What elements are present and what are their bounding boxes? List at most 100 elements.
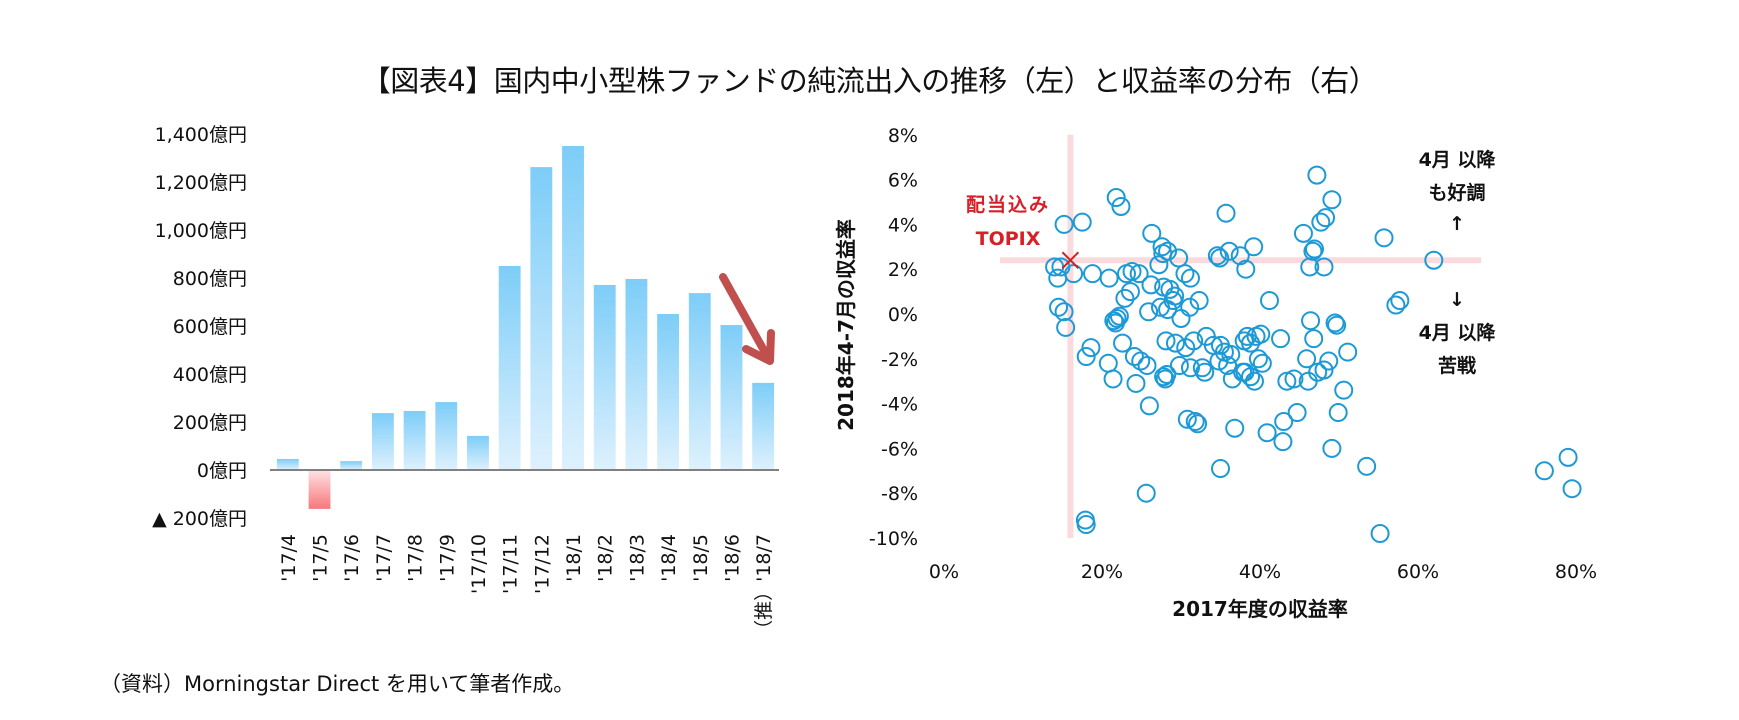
scatter-y-tick-label: 6% <box>888 170 918 192</box>
scatter-point <box>1124 347 1144 367</box>
scatter-point <box>1248 349 1268 369</box>
bar-y-tick-label: 0億円 <box>197 460 247 482</box>
scatter-y-tick-label: 2% <box>888 259 918 281</box>
scatter-point <box>1225 418 1245 438</box>
scatter-point <box>1106 188 1126 208</box>
bar-y-tick-label: 400億円 <box>173 364 247 386</box>
bar-'18/4 <box>657 314 680 470</box>
scatter-point <box>1357 456 1377 476</box>
topix-reference-lines <box>1000 134 1482 538</box>
scatter-point <box>1327 315 1347 335</box>
bar-y-tick-label: 200億円 <box>173 412 247 434</box>
topix-label-line1: 配当込み <box>966 193 1050 216</box>
topix-cross-icon <box>1061 251 1080 269</box>
scatter-x-tick-label: 60% <box>1397 561 1439 583</box>
source-note: （資料）Morningstar Direct を用いて筆者作成。 <box>100 672 575 696</box>
scatter-y-axis-ticks: 8% 6% 4% 2% 0% -2% -4% -6% -8% -10% <box>869 125 918 550</box>
bar-x-tick-label: '17/4 <box>278 534 300 582</box>
scatter-point <box>1301 311 1321 331</box>
scatter-point <box>1136 483 1156 503</box>
scatter-y-tick-label: -10% <box>869 528 918 550</box>
bar-y-tick-label: ▲ 200億円 <box>152 508 247 530</box>
scatter-point <box>1103 369 1123 389</box>
topix-label-line2: TOPIX <box>976 228 1041 250</box>
scatter-point <box>1311 212 1331 232</box>
bar-'17/6 <box>340 461 363 470</box>
scatter-point <box>1104 311 1124 331</box>
scatter-point <box>1081 338 1101 358</box>
scatter-x-tick-label: 0% <box>929 561 959 583</box>
scatter-y-tick-label: -4% <box>881 394 918 416</box>
scatter-point <box>1209 351 1229 371</box>
annotation-lower-line2: 苦戦 <box>1438 354 1476 377</box>
scatter-point <box>1338 342 1358 362</box>
scatter-points <box>1045 165 1582 544</box>
scatter-point <box>1064 264 1084 284</box>
scatter-point <box>1293 223 1313 243</box>
scatter-point <box>1111 196 1131 216</box>
scatter-point <box>1113 333 1133 353</box>
scatter-point <box>1284 369 1304 389</box>
bar-'17/9 <box>435 402 458 470</box>
scatter-point <box>1304 329 1324 349</box>
bar-y-tick-label: 1,000億円 <box>155 220 247 242</box>
scatter-point <box>1271 329 1291 349</box>
bar-x-tick-label: '17/7 <box>373 534 395 582</box>
scatter-y-tick-label: 8% <box>888 125 918 147</box>
scatter-point <box>1259 291 1279 311</box>
bar-x-tick-label: '17/11 <box>500 534 522 594</box>
bar-x-axis-ticks: '17/4 '17/5 '17/6 '17/7 '17/8 '17/9 '17/10 '17/… <box>278 534 775 639</box>
scatter-point <box>1188 414 1208 434</box>
scatter-point <box>1370 524 1390 544</box>
scatter-point <box>1251 324 1271 344</box>
bar-'18/2 <box>593 284 616 470</box>
scatter-point <box>1184 331 1204 351</box>
bar-x-tick-label: '18/1 <box>563 534 585 582</box>
scatter-point <box>1374 228 1394 248</box>
scatter-point <box>1325 313 1345 333</box>
bar-y-tick-label: 600億円 <box>173 316 247 338</box>
scatter-point <box>1180 268 1200 288</box>
scatter-point <box>1083 264 1103 284</box>
scatter-point <box>1562 479 1582 499</box>
scatter-point <box>1314 360 1334 380</box>
bar-y-tick-label: 1,200億円 <box>155 172 247 194</box>
chart-title: 【図表4】国内中小型株ファンドの純流出入の推移（左）と収益率の分布（右） <box>361 64 1378 98</box>
scatter-point <box>1099 268 1119 288</box>
bar-'17/5 <box>308 470 331 509</box>
scatter-point <box>1185 412 1205 432</box>
scatter-point <box>1390 291 1410 311</box>
scatter-point <box>1287 403 1307 423</box>
scatter-point <box>1115 288 1135 308</box>
scatter-x-tick-label: 40% <box>1239 561 1281 583</box>
scatter-point <box>1072 212 1092 232</box>
scatter-point <box>1156 331 1176 351</box>
scatter-point <box>1534 461 1554 481</box>
bar-x-tick-label: （推）'18/7 <box>753 534 775 639</box>
scatter-point <box>1222 369 1242 389</box>
scatter-point <box>1098 353 1118 373</box>
bar-x-tick-label: '17/6 <box>341 534 363 582</box>
bar-x-tick-label: '17/12 <box>531 534 553 594</box>
scatter-point <box>1316 208 1336 228</box>
scatter-point <box>1169 248 1189 268</box>
scatter-point <box>1049 297 1069 317</box>
scatter-point <box>1195 362 1215 382</box>
bar-y-axis-ticks: ▲ 200億円 0億円 200億円 400億円 600億円 800億円 1,000億円 1,2… <box>152 124 247 530</box>
scatter-point <box>1300 257 1320 277</box>
annotation-up-arrow-icon: ↑ <box>1449 213 1465 235</box>
scatter-point <box>1171 308 1191 328</box>
bar-x-tick-label: '18/5 <box>690 534 712 582</box>
scatter-point <box>1142 223 1162 243</box>
bar-y-tick-label: 800億円 <box>173 268 247 290</box>
bar-x-tick-label: '17/5 <box>310 534 332 582</box>
bar-'17/8 <box>403 410 426 470</box>
bar-'17/7 <box>371 413 394 470</box>
scatter-point <box>1175 264 1195 284</box>
scatter-y-tick-label: 0% <box>888 304 918 326</box>
scatter-point <box>1139 302 1159 322</box>
bar-'17/4 <box>276 458 299 470</box>
scatter-x-tick-label: 20% <box>1081 561 1123 583</box>
bar-'17/12 <box>530 167 553 470</box>
scatter-point <box>1169 356 1189 376</box>
